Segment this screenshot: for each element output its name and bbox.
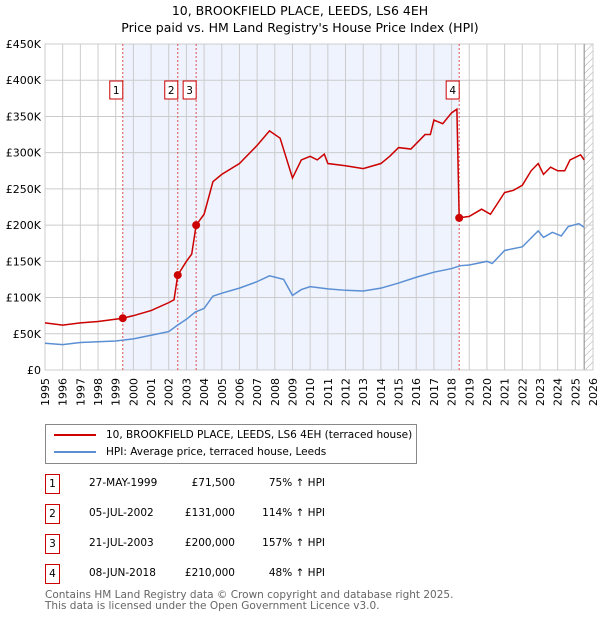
chart-subtitle: Price paid vs. HM Land Registry's House … xyxy=(121,20,479,35)
sale-date: 27-MAY-1999 xyxy=(89,477,158,489)
y-tick-label: £150K xyxy=(6,255,42,268)
y-tick-label: £100K xyxy=(6,292,42,305)
x-tick-label: 2025 xyxy=(569,378,582,406)
sale-label-box xyxy=(109,80,124,100)
x-tick-label: 2019 xyxy=(463,378,476,406)
x-tick-label: 1999 xyxy=(110,378,123,406)
sale-num: 2 xyxy=(45,504,60,524)
legend-red-line xyxy=(54,434,96,436)
y-tick-label: £400K xyxy=(6,74,42,87)
y-tick-label: £450K xyxy=(6,38,42,51)
sale-period-shading xyxy=(122,44,460,370)
x-tick-label: 1997 xyxy=(74,378,87,406)
x-tick-label: 2010 xyxy=(304,378,317,406)
x-tick-label: 2026 xyxy=(587,378,600,406)
y-tick-label: £50K xyxy=(13,328,42,341)
x-tick-label: 2024 xyxy=(552,378,565,406)
series-line xyxy=(44,222,585,346)
sale-hpi: 48% ↑ HPI xyxy=(268,567,325,579)
footer-line1: Contains HM Land Registry data © Crown c… xyxy=(45,589,454,601)
x-tick-label: 2009 xyxy=(286,378,299,406)
x-tick-label: 2021 xyxy=(499,378,512,406)
sale-hpi: 75% ↑ HPI xyxy=(268,477,325,489)
x-tick-label: 1996 xyxy=(57,378,70,406)
chart-title: 10, BROOKFIELD PLACE, LEEDS, LS6 4EH xyxy=(171,3,429,18)
sale-point xyxy=(118,314,127,323)
footer-line2: This data is licensed under the Open Gov… xyxy=(45,600,380,612)
price-chart: 1995 1996 1997 1998 1999 2000 2001 2002 2003 2004… xyxy=(6,38,600,406)
sale-date: 21-JUL-2003 xyxy=(89,537,154,549)
sale-num: 1 xyxy=(45,474,60,494)
sale-point xyxy=(173,271,182,280)
x-tick-label: 2023 xyxy=(534,378,547,406)
forecast-hatch xyxy=(584,44,593,370)
sale-point xyxy=(192,221,201,230)
y-tick-label: £300K xyxy=(6,147,42,160)
x-tick-label: 2003 xyxy=(180,378,193,406)
x-tick-label: 2006 xyxy=(233,378,246,406)
x-tick-label: 2016 xyxy=(410,378,423,406)
x-tick-label: 2007 xyxy=(251,378,264,406)
sale-label: 2 xyxy=(168,85,175,97)
y-tick-label: £350K xyxy=(6,110,42,123)
x-tick-label: 2008 xyxy=(269,378,282,406)
y-tick-label: £250K xyxy=(6,183,42,196)
legend-blue-line xyxy=(54,451,96,453)
x-tick-label: 2000 xyxy=(127,378,140,406)
sale-price: £71,500 xyxy=(191,477,235,489)
x-tick-label: 2004 xyxy=(198,378,211,406)
x-tick-label: 2014 xyxy=(375,378,388,406)
legend: 10, BROOKFIELD PLACE, LEEDS, LS6 4EH (te… xyxy=(45,424,417,464)
x-tick-label: 2018 xyxy=(446,378,459,406)
sale-label-box xyxy=(164,80,179,100)
y-tick-label: £0 xyxy=(27,364,41,377)
x-tick-label: 2015 xyxy=(393,378,406,406)
x-tick-label: 2017 xyxy=(428,378,441,406)
sale-price: £210,000 xyxy=(184,567,235,579)
x-tick-label: 2022 xyxy=(516,378,529,406)
x-tick-label: 2013 xyxy=(357,378,370,406)
sale-label-box xyxy=(182,80,197,100)
sale-num: 4 xyxy=(45,564,60,584)
sale-label: 3 xyxy=(186,85,193,97)
sale-num: 3 xyxy=(45,534,60,554)
x-tick-label: 2001 xyxy=(145,378,158,406)
x-tick-label: 1995 xyxy=(39,378,52,406)
x-tick-label: 2020 xyxy=(481,378,494,406)
sale-price: £131,000 xyxy=(184,507,235,519)
sale-label-box xyxy=(445,80,460,100)
sale-point xyxy=(455,213,464,222)
legend-red-label: 10, BROOKFIELD PLACE, LEEDS, LS6 4EH (te… xyxy=(106,429,413,441)
x-tick-label: 2002 xyxy=(163,378,176,406)
sale-label: 4 xyxy=(449,85,456,97)
plot-border xyxy=(44,43,594,371)
sale-hpi: 157% ↑ HPI xyxy=(262,537,325,549)
y-tick-label: £200K xyxy=(6,219,42,232)
sale-date: 08-JUN-2018 xyxy=(89,567,156,579)
x-tick-label: 2011 xyxy=(322,378,335,406)
legend-blue-label: HPI: Average price, terraced house, Leed… xyxy=(106,446,327,458)
sale-label: 1 xyxy=(113,85,120,97)
x-tick-label: 2012 xyxy=(340,378,353,406)
sale-price: £200,000 xyxy=(184,537,235,549)
x-tick-label: 2005 xyxy=(216,378,229,406)
sale-date: 05-JUL-2002 xyxy=(89,507,154,519)
sale-hpi: 114% ↑ HPI xyxy=(262,507,325,519)
x-tick-label: 1998 xyxy=(92,378,105,406)
